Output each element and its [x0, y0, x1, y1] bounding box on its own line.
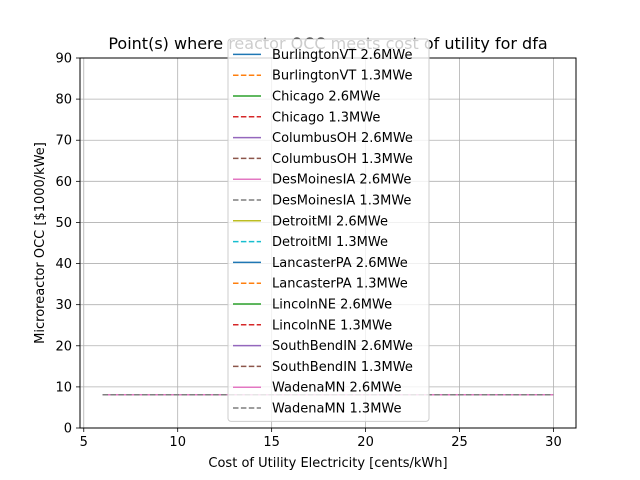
legend-entry: LincolnNE 2.6MWe — [272, 298, 392, 313]
y-tick-label: 80 — [55, 93, 72, 108]
x-tick-label: 20 — [357, 435, 374, 450]
legend-entry: Chicago 2.6MWe — [272, 90, 380, 105]
y-tick-label: 70 — [55, 134, 72, 149]
legend-entry: ColumbusOH 1.3MWe — [272, 152, 413, 167]
y-tick-label: 60 — [55, 175, 72, 190]
legend-entry: WadenaMN 2.6MWe — [272, 381, 402, 396]
legend: BurlingtonVT 2.6MWe BurlingtonVT 1.3MWe Ch… — [227, 38, 430, 422]
legend-entry: BurlingtonVT 2.6MWe — [272, 48, 412, 63]
x-tick-label: 15 — [263, 435, 280, 450]
y-tick-label: 30 — [55, 298, 72, 313]
legend-entry: LancasterPA 2.6MWe — [272, 256, 408, 271]
legend-entry: Chicago 1.3MWe — [272, 110, 380, 125]
legend-entry: SouthBendIN 2.6MWe — [272, 339, 413, 354]
y-tick-label: 0 — [64, 422, 72, 437]
legend-entry: DesMoinesIA 2.6MWe — [272, 173, 411, 188]
legend-entry: BurlingtonVT 1.3MWe — [272, 69, 412, 84]
legend-entry: DesMoinesIA 1.3MWe — [272, 194, 411, 209]
y-axis-label: Microreactor OCC [$1000/kWe] — [33, 142, 48, 344]
y-tick-label: 90 — [55, 52, 72, 67]
x-axis-ticks: 5 10 15 20 25 30 — [80, 428, 562, 450]
legend-entry: DetroitMI 1.3MWe — [272, 235, 388, 250]
legend-entry: SouthBendIN 1.3MWe — [272, 360, 413, 375]
x-tick-label: 10 — [169, 435, 186, 450]
y-tick-label: 20 — [55, 339, 72, 354]
x-axis-label: Cost of Utility Electricity [cents/kWh] — [208, 456, 447, 471]
y-tick-label: 50 — [55, 216, 72, 231]
y-tick-label: 40 — [55, 257, 72, 272]
y-tick-label: 10 — [55, 380, 72, 395]
legend-entry: LancasterPA 1.3MWe — [272, 277, 408, 292]
x-tick-label: 25 — [451, 435, 468, 450]
legend-entry: DetroitMI 2.6MWe — [272, 214, 388, 229]
x-tick-label: 30 — [545, 435, 562, 450]
legend-entry: WadenaMN 1.3MWe — [272, 402, 402, 417]
x-tick-label: 5 — [80, 435, 88, 450]
legend-box — [227, 38, 430, 422]
legend-entry: ColumbusOH 2.6MWe — [272, 131, 413, 146]
y-axis-ticks: 0 10 20 30 40 50 60 70 80 90 — [55, 52, 80, 437]
legend-entry: LincolnNE 1.3MWe — [272, 318, 392, 333]
